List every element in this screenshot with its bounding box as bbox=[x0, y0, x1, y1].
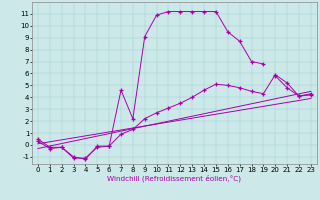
X-axis label: Windchill (Refroidissement éolien,°C): Windchill (Refroidissement éolien,°C) bbox=[108, 174, 241, 182]
